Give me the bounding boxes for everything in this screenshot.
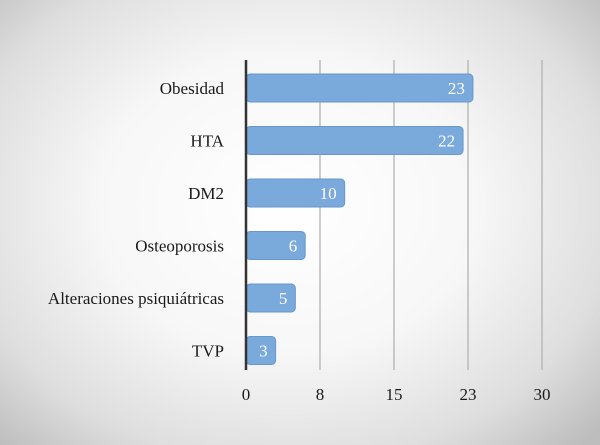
data-labels: 23 22 10 6 5 3 [259, 79, 465, 361]
category-label: DM2 [188, 184, 224, 203]
category-labels: Obesidad HTA DM2 Osteoporosis Alteraciones p… [48, 79, 225, 361]
category-label: TVP [192, 342, 224, 361]
bars [245, 73, 474, 365]
data-label: 10 [320, 184, 337, 203]
x-tick-label: 30 [534, 385, 551, 404]
x-tick-label: 8 [316, 385, 325, 404]
x-tick-label: 23 [460, 385, 477, 404]
bar [245, 283, 296, 313]
x-tick-labels: 0 8 15 23 30 [242, 385, 551, 404]
bar [245, 126, 464, 155]
data-label: 22 [438, 132, 455, 151]
gridlines [319, 60, 543, 370]
x-tick-label: 15 [386, 385, 403, 404]
data-label: 6 [289, 237, 298, 256]
data-label: 5 [279, 289, 288, 308]
category-label: HTA [190, 132, 224, 151]
data-label: 23 [448, 79, 465, 98]
category-label: Obesidad [160, 79, 225, 98]
bar [245, 73, 474, 103]
category-label: Osteoporosis [135, 237, 224, 256]
x-tick-label: 0 [242, 385, 251, 404]
data-label: 3 [259, 342, 268, 361]
category-label: Alteraciones psiquiátricas [48, 289, 224, 308]
